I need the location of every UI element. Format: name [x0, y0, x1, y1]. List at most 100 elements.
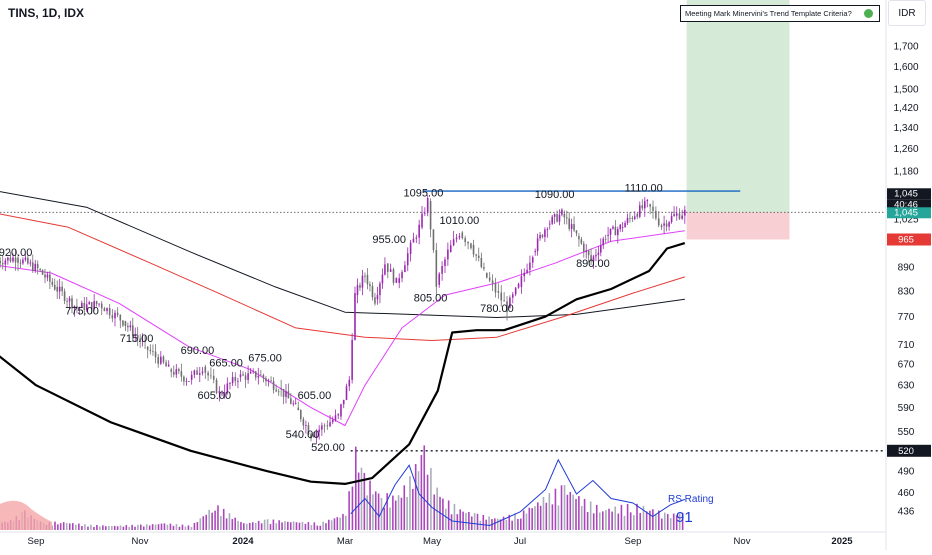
candle-body	[327, 425, 329, 426]
volume-bar	[111, 526, 113, 530]
volume-bar	[552, 504, 554, 530]
volume-bar	[403, 485, 405, 530]
time-axis-tick: May	[423, 536, 441, 547]
candle-body	[157, 357, 159, 364]
candle-body	[270, 380, 272, 381]
symbol-title[interactable]: TINS, 1D, IDX	[8, 6, 84, 20]
volume-bar	[534, 506, 536, 530]
volume-bar	[454, 504, 456, 530]
volume-bar	[520, 519, 522, 530]
volume-bar	[480, 521, 482, 530]
candle-body	[112, 315, 114, 318]
volume-bar	[246, 524, 248, 530]
volume-bar	[345, 516, 347, 530]
candle-body	[109, 308, 111, 315]
candle-body	[64, 291, 66, 301]
volume-bar	[646, 511, 648, 530]
candle-body	[578, 236, 580, 239]
candle-body	[393, 269, 395, 283]
candle-body	[549, 224, 551, 225]
candle-body	[357, 285, 359, 295]
candle-body	[263, 375, 265, 378]
candle-body	[568, 218, 570, 228]
volume-bar	[572, 495, 574, 530]
candle-body	[684, 210, 686, 216]
candle-body	[605, 239, 607, 240]
candle-body	[602, 239, 604, 245]
candle-body	[676, 213, 678, 215]
candle-body	[183, 377, 185, 382]
volume-bar	[331, 520, 333, 530]
volume-bar	[569, 492, 571, 530]
price-axis-tick: 670	[898, 360, 915, 371]
candle-body	[441, 266, 443, 274]
time-axis-tick: Sep	[28, 536, 45, 547]
volume-bar	[581, 506, 583, 530]
volume-bar	[131, 525, 133, 530]
volume-bar	[267, 519, 269, 530]
volume-bar	[673, 514, 675, 530]
price-axis-tick: 1,260	[893, 144, 918, 155]
candle-body	[329, 422, 331, 426]
volume-bar	[185, 527, 187, 530]
price-annotation: 690.00	[181, 345, 215, 357]
candle-body	[300, 410, 302, 419]
volume-bar	[237, 521, 239, 530]
rs-rating-value: 91	[676, 509, 693, 526]
volume-bar	[558, 505, 560, 530]
candle-body	[196, 370, 198, 374]
volume-bar	[549, 493, 551, 530]
volume-bar	[401, 498, 403, 530]
price-axis-tick: 460	[898, 488, 915, 499]
candle-body	[547, 229, 549, 230]
volume-bar	[128, 527, 130, 530]
price-annotation: 775.00	[65, 305, 99, 317]
candle-body	[250, 372, 252, 373]
candle-body	[255, 371, 257, 377]
candle-body	[447, 250, 449, 260]
candle-body	[199, 373, 201, 375]
criteria-label: Meeting Mark Minervini's Trend Template …	[685, 9, 852, 18]
volume-bar	[232, 519, 234, 530]
candle-body	[588, 251, 590, 255]
candle-body	[186, 381, 188, 382]
volume-bar	[555, 489, 557, 530]
candle-body	[125, 321, 127, 326]
volume-bar	[93, 527, 95, 530]
candle-body	[390, 269, 392, 272]
volume-bar	[322, 522, 324, 530]
candle-body	[624, 223, 626, 227]
candle-body	[418, 225, 420, 238]
volume-bar	[314, 522, 316, 530]
volume-bar	[252, 522, 254, 530]
volume-bar	[305, 524, 307, 530]
time-axis-tick: 2024	[232, 536, 254, 547]
candle-body	[450, 245, 452, 252]
candle-body	[295, 403, 297, 404]
volume-bar	[317, 526, 319, 530]
volume-bar	[90, 525, 92, 530]
price-axis-tick: 890	[898, 263, 915, 274]
volume-bar	[182, 525, 184, 530]
candle-body	[69, 298, 71, 301]
candle-body	[481, 258, 483, 267]
price-axis-tick: 1,600	[893, 62, 918, 73]
time-axis-tick: Nov	[132, 536, 149, 547]
volume-bar	[477, 514, 479, 530]
volume-bar	[211, 513, 213, 530]
time-axis-tick: Nov	[734, 536, 751, 547]
rs-rating-label: RS Rating	[668, 494, 714, 505]
currency-label[interactable]: IDR	[888, 0, 926, 26]
candle-body	[160, 357, 162, 364]
stop-price-badge: 965	[898, 235, 914, 246]
candle-body	[285, 391, 287, 397]
volume-bar	[255, 523, 257, 530]
candle-body	[498, 291, 500, 293]
volume-bar	[564, 485, 566, 530]
candle-body	[398, 278, 400, 283]
candles	[0, 195, 686, 444]
price-annotation: 780.00	[480, 303, 514, 315]
